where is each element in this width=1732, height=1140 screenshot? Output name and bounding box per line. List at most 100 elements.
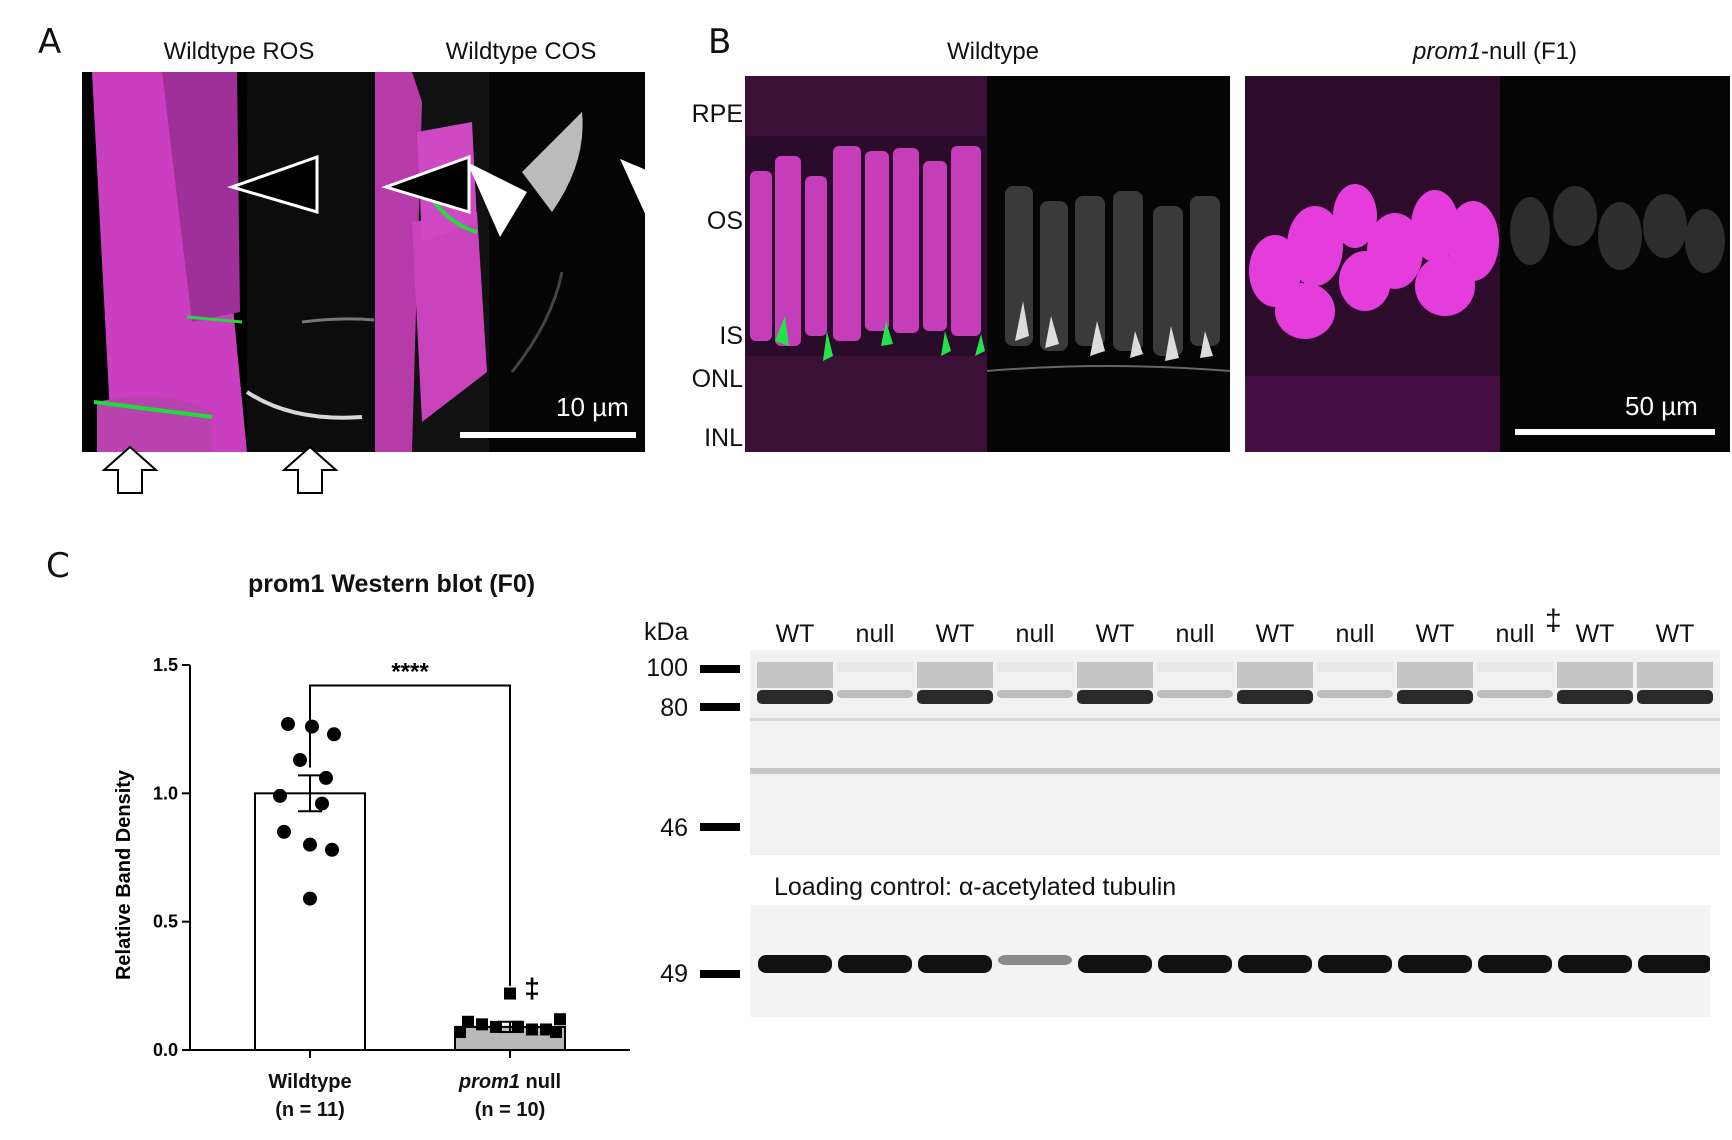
blot-band [837, 690, 913, 698]
blot-smear [997, 662, 1073, 672]
data-point-null [504, 987, 516, 1000]
x-label-wildtype: Wildtype (n = 11) [240, 1068, 380, 1124]
y-tick-label: 1.5 [153, 655, 178, 675]
loading-band [838, 955, 912, 973]
panel-b-null-image [1245, 76, 1730, 452]
blot-band [1637, 690, 1713, 704]
blot-smear [1397, 662, 1473, 688]
lane-label: WT [935, 620, 975, 648]
data-point-wildtype [315, 796, 329, 811]
blot-band [1077, 690, 1153, 704]
data-point-null [540, 1023, 552, 1036]
blot-smear [1557, 662, 1633, 688]
lane-dagger: ‡ [1545, 604, 1562, 637]
data-point-wildtype [327, 727, 341, 742]
significance-bracket [309, 684, 511, 986]
x-label-null: prom1 null (n = 10) [430, 1068, 590, 1124]
panel-b-null-micrograph: 50 µm [1245, 76, 1730, 452]
loading-band [1318, 955, 1392, 973]
blot-band [1237, 690, 1313, 704]
significance-stars: **** [391, 659, 429, 686]
panel-label-b: B [708, 22, 732, 62]
mw-100: 100 [646, 654, 688, 682]
blot-smear [1317, 662, 1393, 672]
bar-chart: Relative Band Density 0.0 0.5 1.0 1.5 **** ‡ [113, 655, 630, 1060]
blot-smear [1637, 662, 1713, 688]
bar-0 [254, 792, 366, 1051]
blot-band [757, 690, 833, 704]
blot-band [1397, 690, 1473, 704]
data-point-null [526, 1023, 538, 1036]
y-axis-label: Relative Band Density [113, 769, 135, 980]
data-point-wildtype [319, 770, 333, 785]
loading-band [1398, 955, 1472, 973]
panel-b-header-null-italic: prom1 [1412, 38, 1482, 65]
x-label-null-line1: prom1 null [430, 1068, 590, 1096]
blot-band [1557, 690, 1633, 704]
layer-label-rpe: RPE [691, 100, 743, 128]
lane-label: WT [1415, 620, 1455, 648]
lane-label: null [855, 620, 895, 648]
scale-bar-b-label: 50 µm [1625, 391, 1698, 421]
blot-band [997, 690, 1073, 698]
lane-label: null [1015, 620, 1055, 648]
dagger-mark: ‡ [524, 973, 540, 1004]
blot-band [1317, 690, 1393, 698]
panel-label-a: A [38, 22, 62, 62]
scale-bar-b [1515, 429, 1715, 435]
loading-band [1478, 955, 1552, 973]
mw-80-bar [700, 703, 740, 711]
data-point-wildtype [293, 752, 307, 767]
arrowhead-black-2 [381, 154, 471, 215]
lane-label: WT [775, 620, 815, 648]
loading-band [1238, 955, 1312, 973]
panel-b-wildtype-micrograph [745, 76, 1230, 452]
panel-b-wildtype-image [745, 76, 1230, 452]
panel-b-header-null: prom1-null (F1) [1413, 38, 1577, 66]
mw-46: 46 [660, 814, 688, 842]
panel-a-header-ros: Wildtype ROS [163, 38, 315, 65]
lane-label: WT [1575, 620, 1615, 648]
lane-label: WT [1255, 620, 1295, 648]
loading-band [1638, 955, 1710, 973]
mw-49-bar [700, 970, 740, 978]
panel-b-header-null-rest: -null (F1) [1481, 38, 1578, 65]
lane-label: WT [1655, 620, 1695, 648]
x-label-null-italic: prom1 [458, 1071, 520, 1093]
layer-label-onl: ONL [691, 365, 743, 393]
loading-band [1558, 955, 1632, 973]
panel-a-micrograph: 10 µm [82, 72, 645, 452]
data-point-null [476, 1018, 488, 1031]
y-tick-label: 0.0 [153, 1040, 178, 1060]
panel-b-header-wildtype: Wildtype [946, 38, 1040, 65]
loading-control-blot [750, 905, 1710, 1017]
data-point-null [554, 1013, 566, 1026]
blot-smear [837, 662, 913, 672]
loading-control-label: Loading control: α-acetylated tubulin [774, 873, 1177, 901]
chart-title: prom1 Western blot (F0) [248, 570, 536, 598]
loading-band [1158, 955, 1232, 973]
arrowhead-white-1 [467, 162, 527, 237]
panel-label-c: C [46, 546, 70, 586]
data-point-wildtype [305, 719, 319, 734]
blot-smear [917, 662, 993, 688]
data-point-null [462, 1015, 474, 1028]
scale-bar-a [460, 432, 636, 438]
y-tick-label: 0.5 [153, 912, 178, 932]
lane-label: null [1335, 620, 1375, 648]
kda-label: kDa [644, 618, 689, 646]
blot-smear [757, 662, 833, 688]
x-label-wildtype-line1: Wildtype [268, 1071, 352, 1093]
mw-100-bar [700, 665, 740, 673]
mw-46-bar [700, 823, 740, 831]
lane-label: null [1495, 620, 1535, 648]
arrowhead-black-1 [227, 154, 319, 215]
scale-bar-a-label: 10 µm [556, 392, 629, 422]
layer-label-os: OS [706, 207, 743, 235]
loading-band [758, 955, 832, 973]
y-tick-label: 1.0 [153, 783, 178, 803]
blot-smear [1077, 662, 1153, 688]
data-point-null [550, 1026, 562, 1039]
data-point-wildtype [303, 837, 317, 852]
data-point-wildtype [303, 891, 317, 906]
